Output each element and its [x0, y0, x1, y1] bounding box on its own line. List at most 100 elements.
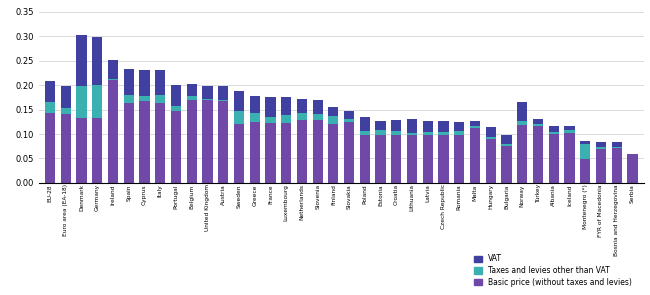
- Bar: [549, 132, 559, 134]
- Bar: [596, 149, 606, 183]
- Bar: [218, 100, 228, 101]
- Bar: [187, 96, 197, 100]
- Bar: [250, 96, 260, 112]
- Bar: [202, 86, 213, 99]
- Bar: [359, 131, 370, 135]
- Bar: [391, 131, 402, 135]
- Bar: [155, 70, 165, 95]
- Bar: [281, 123, 291, 183]
- Bar: [155, 103, 165, 183]
- Bar: [139, 96, 150, 101]
- Bar: [422, 132, 433, 135]
- Bar: [454, 122, 465, 131]
- Bar: [77, 118, 86, 183]
- Bar: [359, 135, 370, 183]
- Bar: [218, 86, 228, 100]
- Bar: [580, 141, 590, 144]
- Bar: [297, 120, 307, 183]
- Bar: [391, 135, 402, 183]
- Bar: [218, 101, 228, 183]
- Bar: [171, 85, 181, 106]
- Bar: [359, 117, 370, 131]
- Bar: [45, 102, 55, 113]
- Bar: [627, 154, 638, 183]
- Bar: [202, 100, 213, 183]
- Bar: [202, 99, 213, 100]
- Bar: [45, 113, 55, 183]
- Bar: [124, 103, 134, 183]
- Bar: [376, 121, 385, 130]
- Bar: [407, 119, 417, 133]
- Bar: [313, 100, 323, 114]
- Bar: [265, 123, 276, 183]
- Bar: [501, 146, 512, 183]
- Bar: [470, 121, 480, 126]
- Bar: [328, 116, 339, 124]
- Bar: [470, 128, 480, 183]
- Bar: [439, 121, 448, 132]
- Legend: VAT, Taxes and levies other than VAT, Basic price (without taxes and levies): VAT, Taxes and levies other than VAT, Ba…: [473, 253, 633, 288]
- Bar: [60, 86, 71, 108]
- Bar: [564, 130, 575, 132]
- Bar: [533, 126, 543, 183]
- Bar: [297, 99, 307, 112]
- Bar: [376, 130, 385, 135]
- Bar: [580, 159, 590, 183]
- Bar: [501, 144, 512, 146]
- Bar: [297, 112, 307, 120]
- Bar: [439, 135, 448, 183]
- Bar: [139, 70, 150, 96]
- Bar: [549, 134, 559, 183]
- Bar: [517, 121, 527, 125]
- Bar: [108, 60, 118, 79]
- Bar: [549, 126, 559, 132]
- Bar: [470, 126, 480, 128]
- Bar: [612, 142, 622, 147]
- Bar: [486, 127, 496, 137]
- Bar: [454, 131, 465, 135]
- Bar: [407, 135, 417, 183]
- Bar: [596, 147, 606, 149]
- Bar: [533, 119, 543, 124]
- Bar: [313, 120, 323, 183]
- Bar: [265, 117, 276, 123]
- Bar: [234, 111, 244, 124]
- Bar: [77, 86, 86, 118]
- Bar: [580, 144, 590, 159]
- Bar: [108, 79, 118, 80]
- Bar: [60, 114, 71, 183]
- Bar: [250, 122, 260, 183]
- Bar: [124, 70, 134, 95]
- Bar: [422, 121, 433, 132]
- Bar: [391, 120, 402, 131]
- Bar: [533, 124, 543, 126]
- Bar: [564, 126, 575, 130]
- Bar: [92, 85, 102, 118]
- Bar: [328, 124, 339, 183]
- Bar: [139, 101, 150, 183]
- Bar: [92, 37, 102, 85]
- Bar: [92, 118, 102, 183]
- Bar: [486, 139, 496, 183]
- Bar: [265, 97, 276, 117]
- Bar: [281, 115, 291, 123]
- Bar: [313, 114, 323, 120]
- Bar: [454, 135, 465, 183]
- Bar: [422, 135, 433, 183]
- Bar: [45, 81, 55, 102]
- Bar: [344, 122, 354, 183]
- Bar: [77, 35, 86, 86]
- Bar: [439, 132, 448, 135]
- Bar: [344, 111, 354, 119]
- Bar: [60, 108, 71, 114]
- Bar: [486, 137, 496, 139]
- Bar: [234, 91, 244, 111]
- Bar: [187, 100, 197, 183]
- Bar: [124, 95, 134, 103]
- Bar: [155, 95, 165, 103]
- Bar: [281, 97, 291, 115]
- Bar: [596, 142, 606, 147]
- Bar: [250, 112, 260, 122]
- Bar: [517, 125, 527, 183]
- Bar: [612, 147, 622, 148]
